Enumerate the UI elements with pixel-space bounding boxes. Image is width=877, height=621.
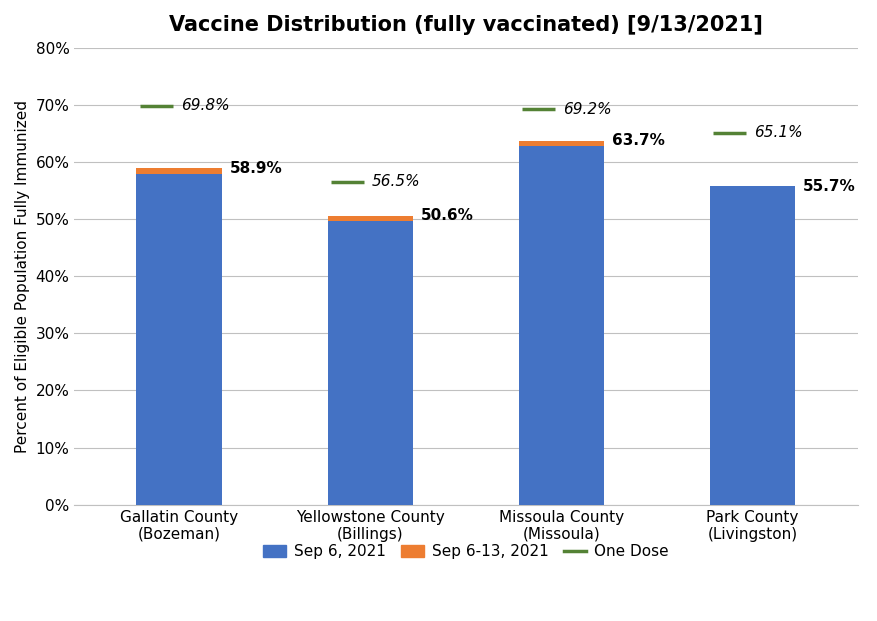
Bar [518, 141, 603, 146]
Title: Vaccine Distribution (fully vaccinated) [9/13/2021]: Vaccine Distribution (fully vaccinated) … [169, 15, 762, 35]
Bar [136, 175, 222, 505]
Text: 55.7%: 55.7% [802, 179, 855, 194]
Text: 69.8%: 69.8% [181, 99, 229, 114]
Text: 50.6%: 50.6% [421, 208, 474, 223]
Text: 69.2%: 69.2% [562, 102, 610, 117]
Text: 65.1%: 65.1% [752, 125, 802, 140]
Bar [709, 186, 795, 505]
Text: 58.9%: 58.9% [230, 161, 282, 176]
Bar [327, 215, 413, 221]
Bar [518, 146, 603, 505]
Bar [327, 221, 413, 505]
Bar [136, 168, 222, 175]
Text: 56.5%: 56.5% [371, 175, 420, 189]
Text: 63.7%: 63.7% [611, 134, 664, 148]
Y-axis label: Percent of Eligible Population Fully Immunized: Percent of Eligible Population Fully Imm… [15, 99, 30, 453]
Legend: Sep 6, 2021, Sep 6-13, 2021, One Dose: Sep 6, 2021, Sep 6-13, 2021, One Dose [257, 538, 674, 566]
